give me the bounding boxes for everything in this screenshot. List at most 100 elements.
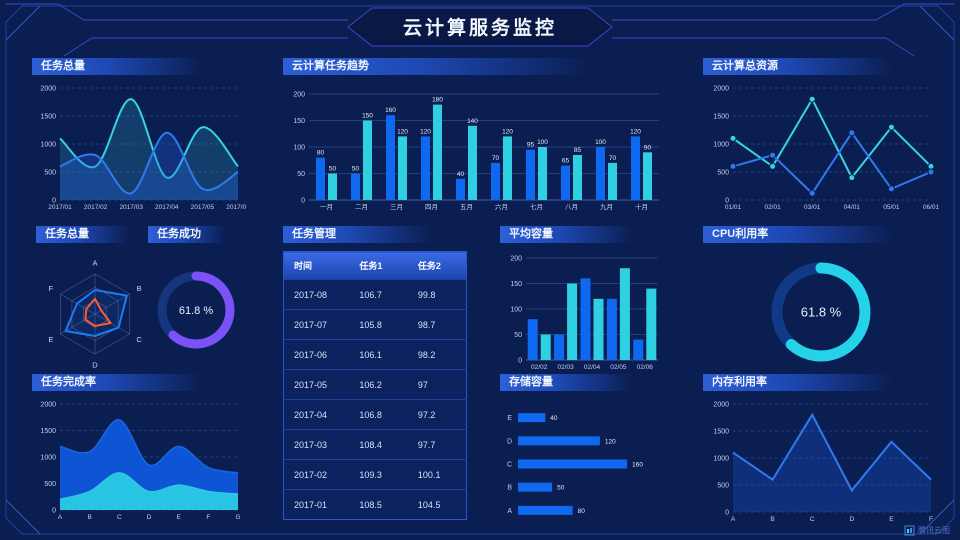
panel-storage: 存储容量 E 40 D 120 C 160 B 50 A 80 (500, 374, 666, 528)
svg-text:D: D (92, 361, 98, 370)
svg-text:2000: 2000 (40, 86, 56, 93)
table-cell: 2017-05 (283, 369, 350, 400)
svg-text:E: E (176, 514, 181, 521)
svg-text:A: A (731, 516, 736, 523)
table-row: 2017-04 106.8 97.2 (283, 399, 467, 430)
svg-text:E: E (889, 516, 894, 523)
cloud-resources-line-chart[interactable]: 0 500 1000 1500 2000 01/01 02/01 03/01 04/01 05/0… (703, 78, 941, 216)
svg-text:0: 0 (52, 508, 56, 515)
svg-text:0: 0 (725, 510, 729, 517)
panel-title-memory: 内存利用率 (703, 374, 941, 391)
svg-text:120: 120 (420, 128, 431, 135)
cpu-usage-gauge[interactable]: 61.8 % (703, 246, 941, 380)
table-header-cell: 任务1 (349, 251, 408, 280)
task-table-body: 2017-08 106.7 99.8 2017-07 105.8 98.7 2017-06 1… (283, 279, 467, 520)
svg-text:0: 0 (518, 358, 522, 365)
task-table: 时间 任务1 任务2 2017-08 106.7 99.8 2017-07 105.8 98.… (283, 251, 467, 520)
svg-text:40: 40 (457, 171, 465, 178)
svg-text:90: 90 (644, 144, 652, 151)
svg-text:150: 150 (362, 113, 373, 120)
table-row: 2017-07 105.8 98.7 (283, 309, 467, 340)
svg-text:500: 500 (44, 481, 56, 488)
panel-title-cpu: CPU利用率 (703, 226, 941, 243)
svg-text:120: 120 (397, 128, 408, 135)
svg-text:B: B (87, 514, 91, 521)
svg-text:F: F (49, 284, 54, 293)
svg-text:B: B (137, 284, 142, 293)
svg-text:五月: 五月 (460, 203, 473, 211)
watermark: 腾讯云图 (904, 525, 950, 536)
svg-text:十月: 十月 (635, 202, 648, 211)
svg-text:06/01: 06/01 (923, 204, 940, 211)
page-title: 云计算服务监控 (402, 18, 557, 39)
watermark-label: 腾讯云图 (918, 526, 950, 535)
panel-title-tasks-area: 任务总量 (32, 58, 246, 75)
svg-text:0: 0 (52, 198, 56, 205)
svg-text:500: 500 (717, 483, 729, 490)
panel-completion: 任务完成率 0 500 1000 1500 2000 A B C D E F G (32, 374, 246, 526)
svg-text:02/06: 02/06 (637, 364, 654, 371)
svg-text:160: 160 (385, 107, 396, 114)
panel-tasks-radar: 任务总量 A B C D E F (36, 226, 154, 376)
panel-task-success: 任务成功 61.8 % (148, 226, 245, 376)
panel-avg-capacity: 平均容量 0 50 100 150 200 02/02 02/03 02/04 02/05 02/… (500, 226, 666, 376)
svg-text:120: 120 (605, 438, 616, 445)
svg-text:100: 100 (293, 145, 305, 152)
table-cell: 108.5 (349, 489, 408, 520)
table-row: 2017-08 106.7 99.8 (283, 279, 467, 310)
storage-capacity-hbar-chart[interactable]: E 40 D 120 C 160 B 50 A 80 (500, 394, 666, 528)
svg-text:八月: 八月 (565, 203, 578, 211)
table-cell: 105.8 (349, 309, 408, 340)
svg-text:1000: 1000 (40, 455, 56, 462)
svg-text:2017/01: 2017/01 (48, 204, 72, 211)
svg-text:2017/02: 2017/02 (84, 204, 108, 211)
table-cell: 97 (407, 369, 467, 400)
svg-text:80: 80 (317, 150, 325, 157)
panel-title-storage: 存储容量 (500, 374, 666, 391)
svg-text:03/01: 03/01 (804, 204, 821, 211)
panel-title-avg-capacity: 平均容量 (500, 226, 666, 243)
svg-text:40: 40 (550, 415, 558, 422)
svg-text:B: B (507, 485, 512, 492)
table-cell: 97.7 (407, 429, 467, 460)
svg-text:D: D (849, 516, 854, 523)
table-row: 2017-01 108.5 104.5 (283, 489, 467, 520)
table-row: 2017-05 106.2 97 (283, 369, 467, 400)
svg-text:D: D (507, 438, 512, 445)
svg-text:E: E (48, 335, 53, 344)
table-row: 2017-06 106.1 98.2 (283, 339, 467, 370)
svg-text:61.8 %: 61.8 % (801, 305, 842, 320)
table-cell: 2017-02 (283, 459, 350, 490)
panel-title-task-trend: 云计算任务趋势 (283, 58, 667, 75)
svg-text:一月: 一月 (320, 203, 333, 211)
table-cell: 108.4 (349, 429, 408, 460)
svg-text:160: 160 (632, 462, 643, 469)
tasks-total-radar-chart[interactable]: A B C D E F (36, 246, 154, 376)
svg-text:C: C (117, 514, 122, 521)
svg-text:100: 100 (595, 139, 606, 146)
svg-text:1500: 1500 (40, 428, 56, 435)
panel-task-trend: 云计算任务趋势 0 50 100 150 200 一月 二月 三月 四月 五月 六月 七月 八月 九月 十月… (283, 58, 667, 216)
svg-text:2000: 2000 (713, 402, 729, 409)
panel-title-task-success: 任务成功 (148, 226, 245, 243)
svg-text:80: 80 (578, 508, 586, 515)
task-success-gauge[interactable]: 61.8 % (148, 246, 245, 376)
cloud-task-trend-bar-chart[interactable]: 0 50 100 150 200 一月 二月 三月 四月 五月 六月 七月 八月 九月 十月 80 50 160 1… (283, 78, 667, 216)
svg-text:G: G (235, 514, 240, 521)
svg-text:70: 70 (492, 155, 500, 162)
svg-text:70: 70 (609, 155, 617, 162)
panel-title-resources: 云计算总资源 (703, 58, 941, 75)
svg-text:02/03: 02/03 (557, 364, 574, 371)
memory-usage-line-chart[interactable]: 0 500 1000 1500 2000 A B C D E F (703, 394, 941, 528)
svg-text:150: 150 (510, 281, 522, 288)
task-completion-area-chart[interactable]: 0 500 1000 1500 2000 A B C D E F G (32, 394, 246, 526)
table-cell: 97.2 (407, 399, 467, 430)
tasks-total-area-chart[interactable]: 0 500 1000 1500 2000 2017/01 2017/02 2017/03 201… (32, 78, 246, 216)
svg-text:2017/06: 2017/06 (226, 204, 246, 211)
svg-text:2017/05: 2017/05 (191, 204, 215, 211)
task-table-head: 时间 任务1 任务2 (283, 251, 467, 280)
table-cell: 106.8 (349, 399, 408, 430)
svg-text:F: F (206, 514, 210, 521)
avg-capacity-bar-chart[interactable]: 0 50 100 150 200 02/02 02/03 02/04 02/05 02/06 (500, 246, 666, 376)
